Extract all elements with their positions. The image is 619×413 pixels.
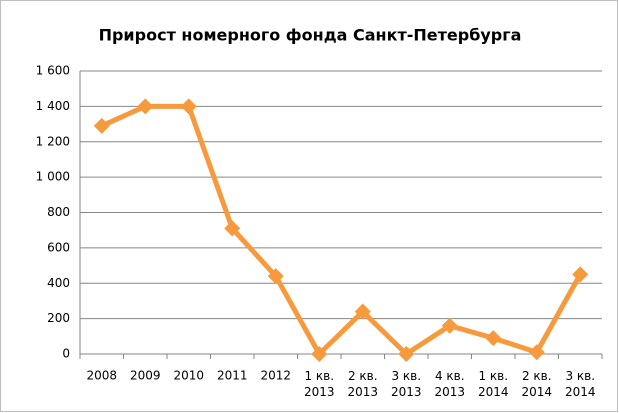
y-tick-label: 800 (47, 205, 70, 219)
y-tick-label: 200 (47, 311, 70, 325)
y-tick-label: 1 400 (36, 99, 70, 113)
x-tick-label: 2012 (260, 369, 291, 383)
marker (180, 98, 197, 115)
y-tick-label: 0 (62, 347, 70, 361)
x-tick-label: 3 кв. 2013 (391, 369, 422, 399)
marker (441, 317, 458, 334)
x-tick-label: 2010 (173, 369, 204, 383)
marker (485, 330, 502, 347)
marker (224, 220, 241, 237)
chart-title: Прирост номерного фонда Санкт-Петербурга (99, 26, 522, 45)
y-tick-label: 1 600 (36, 64, 70, 78)
y-tick-label: 1 000 (36, 170, 70, 184)
y-tick-label: 600 (47, 240, 70, 254)
x-tick-label: 2008 (86, 369, 117, 383)
x-tick-label: 2 кв. 2014 (521, 369, 552, 399)
marker (311, 346, 328, 362)
marker (572, 266, 589, 283)
marker (93, 117, 110, 134)
x-tick-label: 4 кв. 2013 (434, 369, 465, 399)
x-tick-label: 3 кв. 2014 (565, 369, 596, 399)
marker (267, 268, 284, 285)
marker (137, 98, 154, 115)
x-tick-label: 1 кв. 2013 (304, 369, 335, 399)
marker (528, 344, 545, 361)
x-tick-label: 2011 (217, 369, 248, 383)
x-tick-label: 2009 (130, 369, 161, 383)
x-tick-label: 1 кв. 2014 (478, 369, 509, 399)
x-tick-label: 2 кв. 2013 (347, 369, 378, 399)
marker (354, 303, 371, 320)
marker (398, 346, 415, 362)
y-tick-label: 400 (47, 276, 70, 290)
y-tick-label: 1 200 (36, 134, 70, 148)
